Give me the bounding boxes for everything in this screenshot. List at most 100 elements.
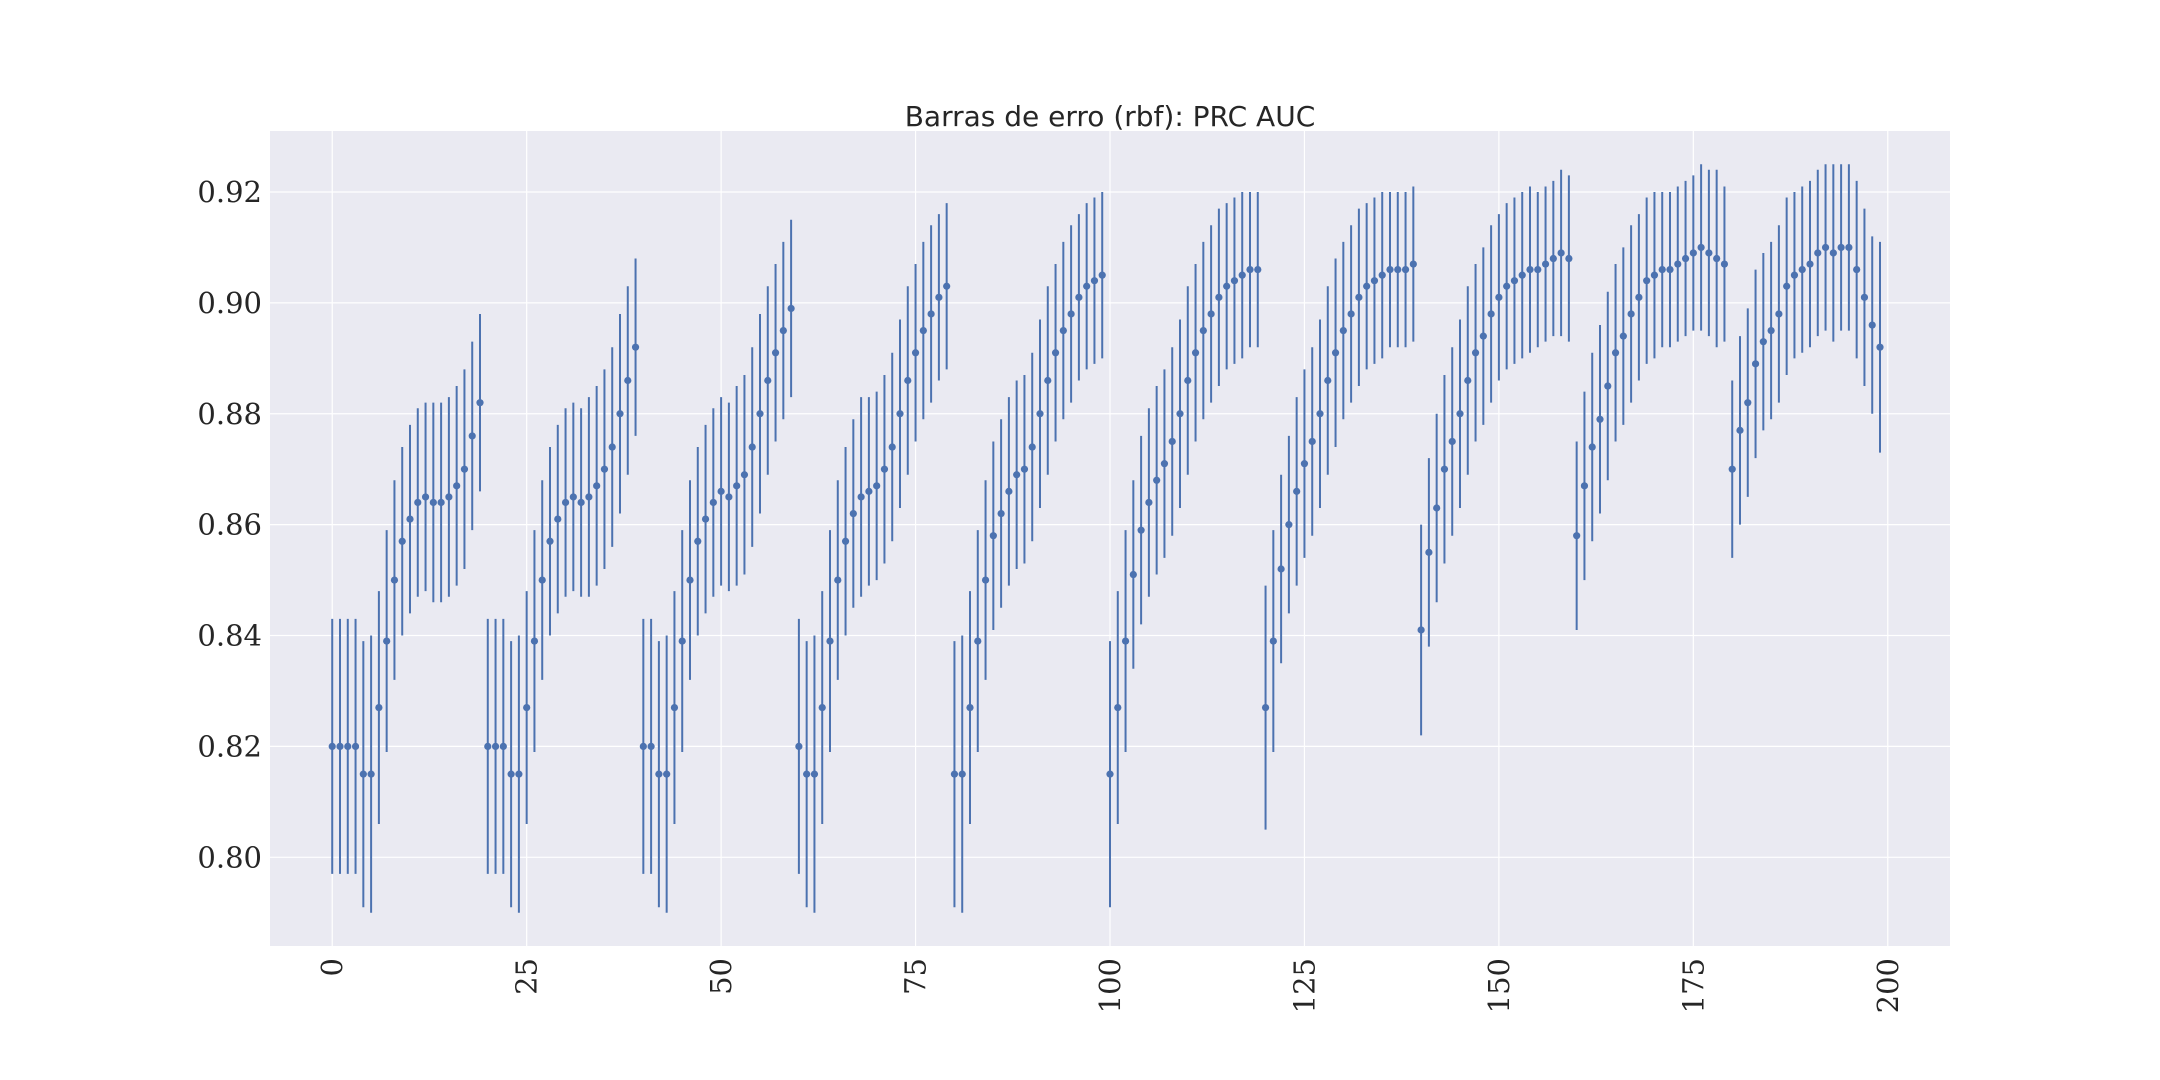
data-point [476,399,484,407]
data-point [1674,260,1682,268]
data-point [1433,504,1441,512]
x-tick-label: 125 [1287,958,1321,1013]
data-point [1643,277,1651,285]
data-point [1775,310,1783,318]
y-tick-label: 0.86 [197,508,262,542]
data-point [1114,703,1122,712]
data-point [1261,703,1270,712]
data-point [1549,254,1557,263]
x-tick-labels: 0 25 50 75 100 125 150 175 200 [315,958,1905,1013]
data-point [981,576,990,584]
data-point [725,493,733,501]
data-point [795,742,803,751]
data-point [841,537,850,545]
data-point [1526,266,1534,274]
data-point [1728,465,1736,473]
data-point [873,482,881,490]
data-point [1363,282,1371,290]
data-point [1106,770,1114,778]
data-point [655,770,663,778]
data-point [1541,260,1550,268]
data-point [499,742,507,751]
data-point [911,349,920,357]
data-point [1666,266,1674,274]
data-point [1821,243,1830,252]
data-point [1627,310,1635,318]
y-tick-labels: 0.80 0.82 0.84 0.86 0.88 0.90 0.92 [197,175,262,874]
data-point [709,498,717,507]
data-point [1277,565,1285,573]
data-point [1269,637,1277,645]
data-point [1230,277,1239,285]
data-point [1596,415,1604,423]
data-point [593,482,601,490]
data-point [826,637,834,645]
data-point [1199,326,1207,335]
data-point [1417,626,1425,634]
data-point [803,770,811,778]
data-point [694,537,702,545]
data-point [445,493,453,501]
data-point [935,293,943,301]
data-point [1783,282,1791,290]
data-point [1503,282,1511,290]
data-point [437,498,445,507]
data-point [958,770,966,778]
data-point [1580,482,1589,490]
data-point [701,515,710,523]
data-point [919,326,927,335]
data-point [351,742,360,751]
data-point [663,770,671,778]
data-point [1129,570,1137,579]
data-point [421,493,430,501]
data-point [771,349,780,357]
data-point [1378,271,1386,279]
data-point [1293,487,1301,495]
data-point [1868,321,1876,329]
data-point [943,282,951,290]
data-point [608,443,616,451]
data-point [1285,521,1293,529]
data-point [1573,532,1581,540]
data-point [1853,266,1861,274]
data-point [686,576,694,584]
data-point [989,532,997,540]
data-point [1448,437,1456,446]
data-point [733,482,741,490]
data-point [546,537,554,545]
data-point [865,487,873,495]
data-point [1191,349,1200,357]
data-point [997,509,1005,518]
data-point [336,742,344,751]
data-point [1479,332,1487,340]
data-point [554,515,562,523]
data-point [561,498,570,507]
data-point [1681,254,1690,263]
data-point [1440,465,1449,473]
data-point [515,770,523,778]
data-point [1518,271,1526,279]
data-point [787,304,795,313]
x-tick-label: 175 [1676,958,1710,1013]
data-point [1401,266,1410,274]
data-point [1246,266,1254,274]
data-point [398,537,406,545]
y-tick-label: 0.90 [197,286,262,320]
data-point [1083,282,1091,290]
data-point [507,770,515,778]
chart-title: Barras de erro (rbf): PRC AUC [905,100,1316,133]
data-point [849,509,857,518]
y-tick-label: 0.82 [197,729,262,763]
data-point [1223,282,1231,290]
data-point [1635,293,1643,301]
data-point [1137,526,1145,534]
data-point [1098,271,1106,279]
data-point [453,482,461,490]
data-point [414,498,422,507]
data-point [1744,399,1752,407]
x-tick-label: 100 [1093,958,1127,1013]
y-tick-label: 0.80 [197,840,262,874]
data-point [1075,293,1083,301]
data-point [1720,260,1729,268]
